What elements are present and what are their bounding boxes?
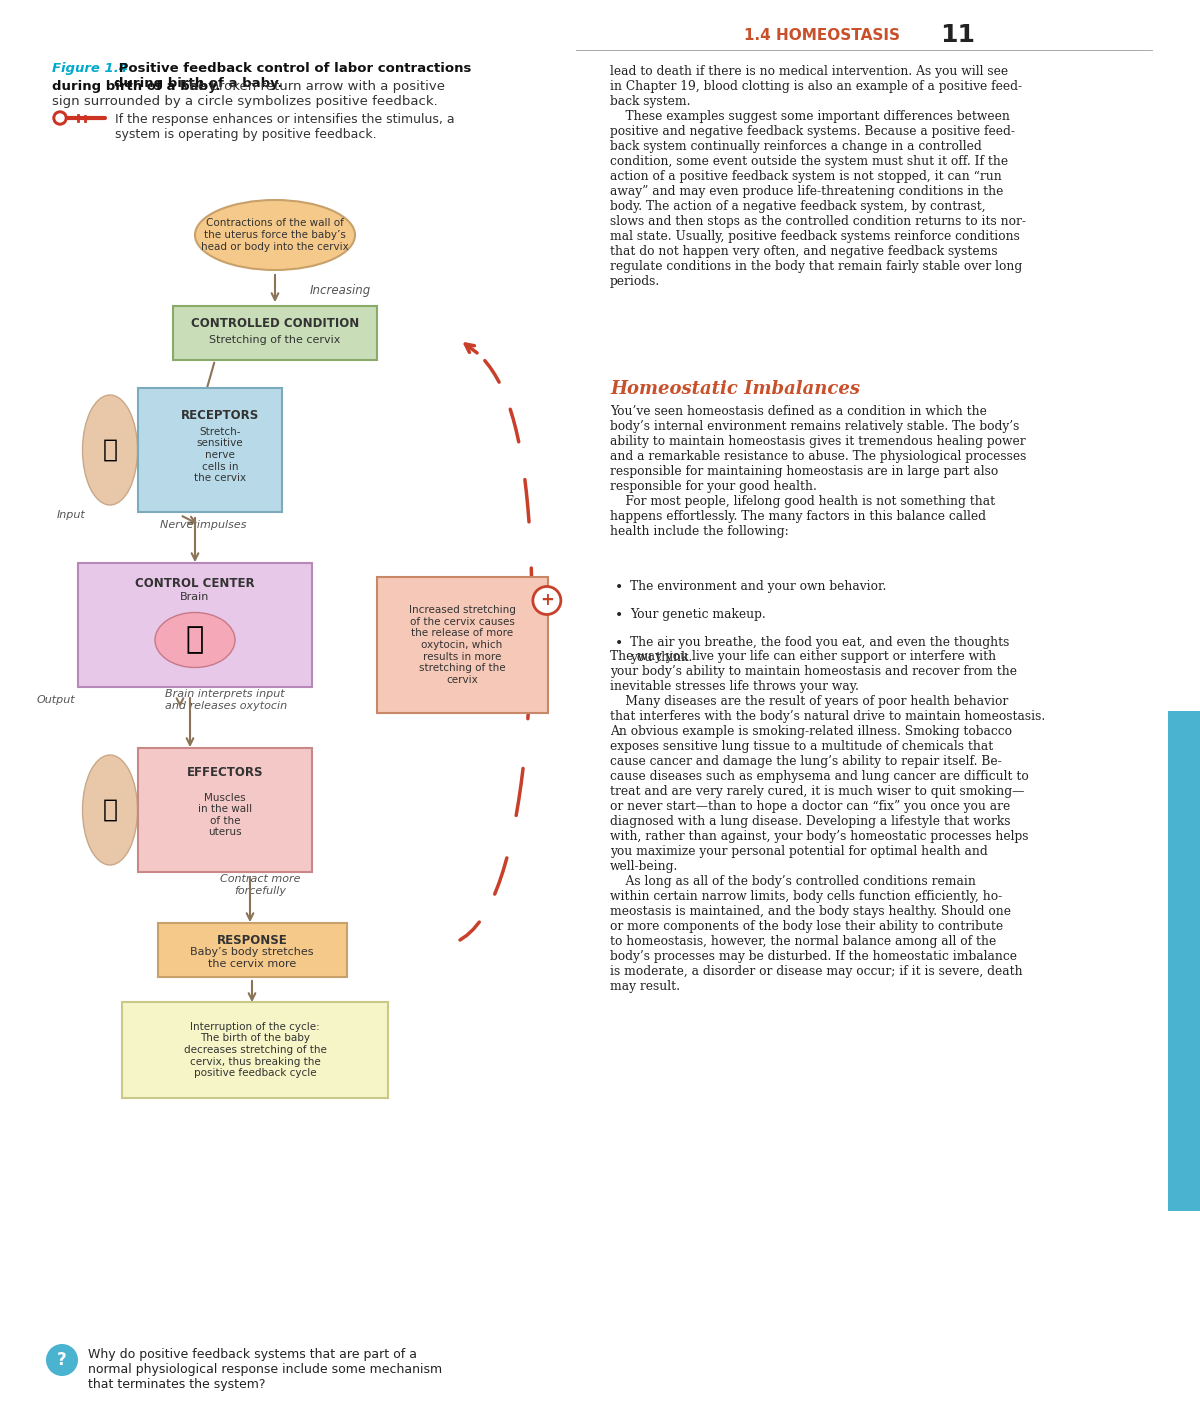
Circle shape — [56, 114, 64, 121]
Text: Contractions of the wall of
the uterus force the baby’s
head or body into the ce: Contractions of the wall of the uterus f… — [202, 219, 349, 251]
FancyBboxPatch shape — [1168, 711, 1200, 1211]
Text: Interruption of the cycle:
The birth of the baby
decreases stretching of the
cer: Interruption of the cycle: The birth of … — [184, 1022, 326, 1078]
Text: •: • — [616, 636, 623, 650]
Text: The way you live your life can either support or interfere with
your body’s abil: The way you live your life can either su… — [610, 650, 1045, 993]
Text: +: + — [540, 591, 553, 610]
Text: The air you breathe, the food you eat, and even the thoughts
you think.: The air you breathe, the food you eat, a… — [630, 636, 1009, 665]
Text: RESPONSE: RESPONSE — [217, 934, 287, 947]
Text: Muscles
in the wall
of the
uterus: Muscles in the wall of the uterus — [198, 793, 252, 837]
Text: sign surrounded by a circle symbolizes positive feedback.: sign surrounded by a circle symbolizes p… — [52, 95, 438, 109]
Text: •: • — [616, 608, 623, 622]
Text: CONTROL CENTER: CONTROL CENTER — [136, 577, 254, 590]
Ellipse shape — [155, 612, 235, 667]
FancyBboxPatch shape — [377, 577, 548, 713]
FancyBboxPatch shape — [158, 923, 347, 976]
FancyBboxPatch shape — [138, 388, 282, 512]
Text: The broken return arrow with a positive: The broken return arrow with a positive — [178, 80, 445, 93]
Text: Positive feedback control of labor contractions
during birth of a baby.: Positive feedback control of labor contr… — [114, 62, 472, 90]
Text: Figure 1.4: Figure 1.4 — [52, 62, 128, 75]
Text: Contract more
forcefully: Contract more forcefully — [220, 875, 300, 896]
Text: RECEPTORS: RECEPTORS — [181, 409, 259, 422]
Text: lead to death if there is no medical intervention. As you will see
in Chapter 19: lead to death if there is no medical int… — [610, 65, 1026, 288]
Text: The environment and your own behavior.: The environment and your own behavior. — [630, 580, 887, 593]
Circle shape — [533, 587, 560, 614]
Text: Increasing: Increasing — [310, 284, 371, 296]
Text: during birth of a baby.: during birth of a baby. — [52, 80, 221, 93]
Ellipse shape — [194, 200, 355, 270]
Text: 1.4 HOMEOSTASIS: 1.4 HOMEOSTASIS — [744, 27, 900, 42]
Text: Homeostatic Imbalances: Homeostatic Imbalances — [610, 380, 860, 398]
Text: 👶: 👶 — [102, 437, 118, 461]
Text: CONTROLLED CONDITION: CONTROLLED CONDITION — [191, 316, 359, 330]
Text: 🧠: 🧠 — [186, 625, 204, 655]
Text: Baby’s body stretches
the cervix more: Baby’s body stretches the cervix more — [191, 947, 313, 969]
Text: Increased stretching
of the cervix causes
the release of more
oxytocin, which
re: Increased stretching of the cervix cause… — [408, 605, 516, 684]
Text: You’ve seen homeostasis defined as a condition in which the
body’s internal envi: You’ve seen homeostasis defined as a con… — [610, 405, 1026, 538]
Text: Brain: Brain — [180, 593, 210, 602]
FancyBboxPatch shape — [138, 748, 312, 872]
Text: Stretch-
sensitive
nerve
cells in
the cervix: Stretch- sensitive nerve cells in the ce… — [194, 426, 246, 483]
Text: 👶: 👶 — [102, 799, 118, 823]
Text: Nerve impulses: Nerve impulses — [160, 521, 246, 531]
Text: EFFECTORS: EFFECTORS — [187, 766, 263, 779]
Ellipse shape — [83, 395, 138, 505]
Circle shape — [53, 111, 67, 126]
Text: Output: Output — [36, 696, 74, 706]
Text: 11: 11 — [940, 23, 974, 47]
Text: Brain interprets input
and releases oxytocin: Brain interprets input and releases oxyt… — [166, 689, 287, 711]
Text: If the response enhances or intensifies the stimulus, a
system is operating by p: If the response enhances or intensifies … — [115, 113, 455, 141]
FancyBboxPatch shape — [122, 1002, 388, 1098]
Text: Stretching of the cervix: Stretching of the cervix — [209, 334, 341, 346]
Ellipse shape — [83, 755, 138, 865]
Text: ?: ? — [58, 1350, 67, 1369]
Text: Your genetic makeup.: Your genetic makeup. — [630, 608, 766, 621]
Text: •: • — [616, 580, 623, 594]
Text: CHAPTER 1: CHAPTER 1 — [1178, 425, 1189, 495]
Circle shape — [46, 1345, 78, 1376]
FancyBboxPatch shape — [78, 563, 312, 687]
Text: Input: Input — [56, 509, 85, 521]
Text: Why do positive feedback systems that are part of a
normal physiological respons: Why do positive feedback systems that ar… — [88, 1348, 442, 1391]
FancyBboxPatch shape — [173, 306, 377, 360]
